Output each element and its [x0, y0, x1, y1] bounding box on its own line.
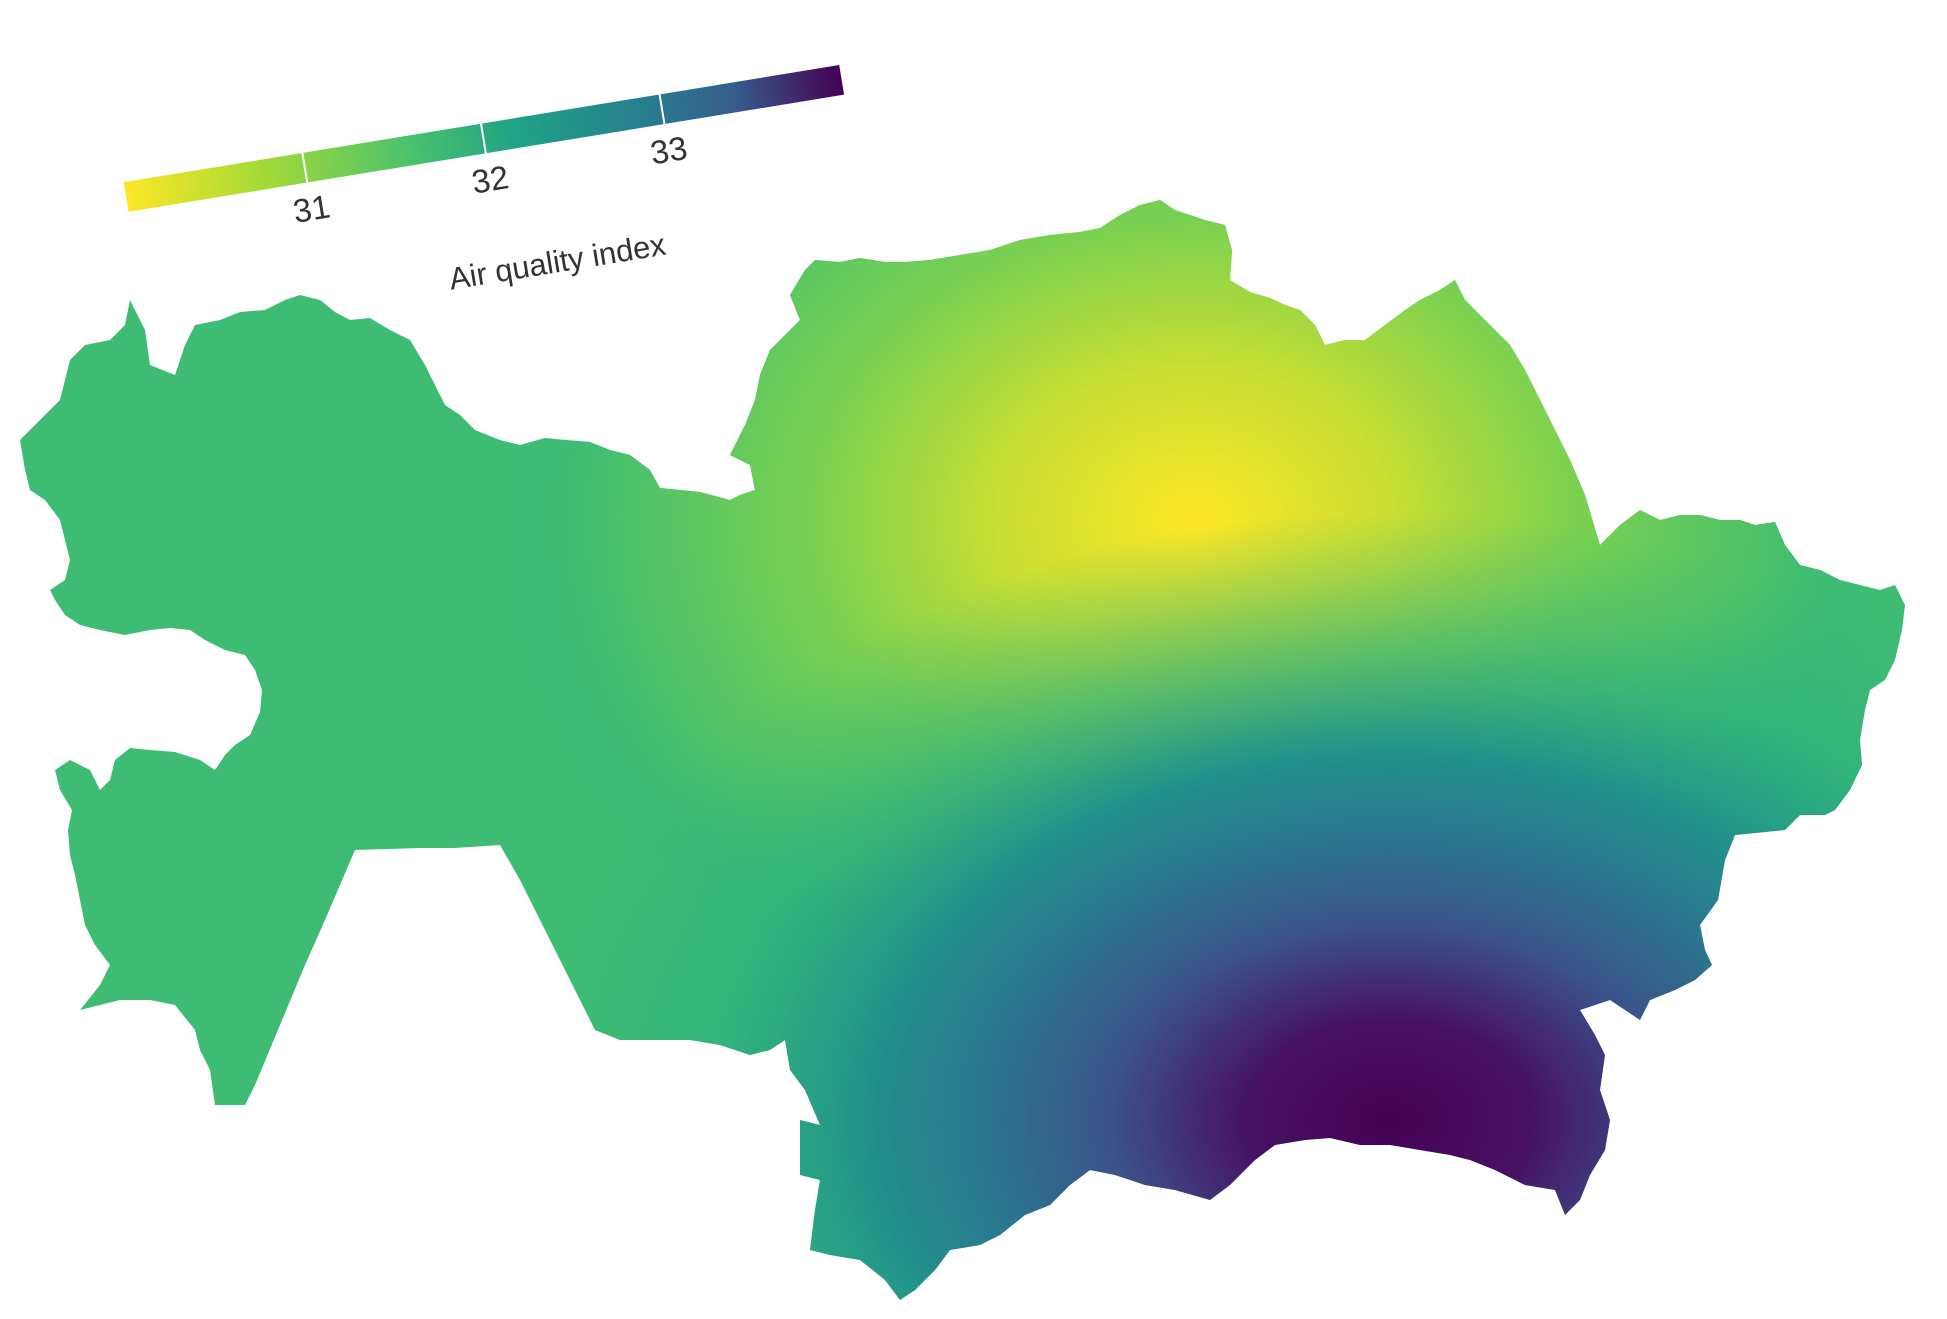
legend-tick-label-31: 31	[290, 187, 332, 229]
legend-title: Air quality index	[446, 227, 668, 297]
legend-tick-33	[658, 94, 666, 125]
legend: 31 32 33 Air quality index	[123, 65, 845, 297]
legend-tick-label-33: 33	[648, 129, 690, 171]
legend-tick-32	[479, 123, 487, 154]
legend-tick-label-32: 32	[469, 158, 511, 200]
legend-tick-31	[301, 152, 309, 183]
